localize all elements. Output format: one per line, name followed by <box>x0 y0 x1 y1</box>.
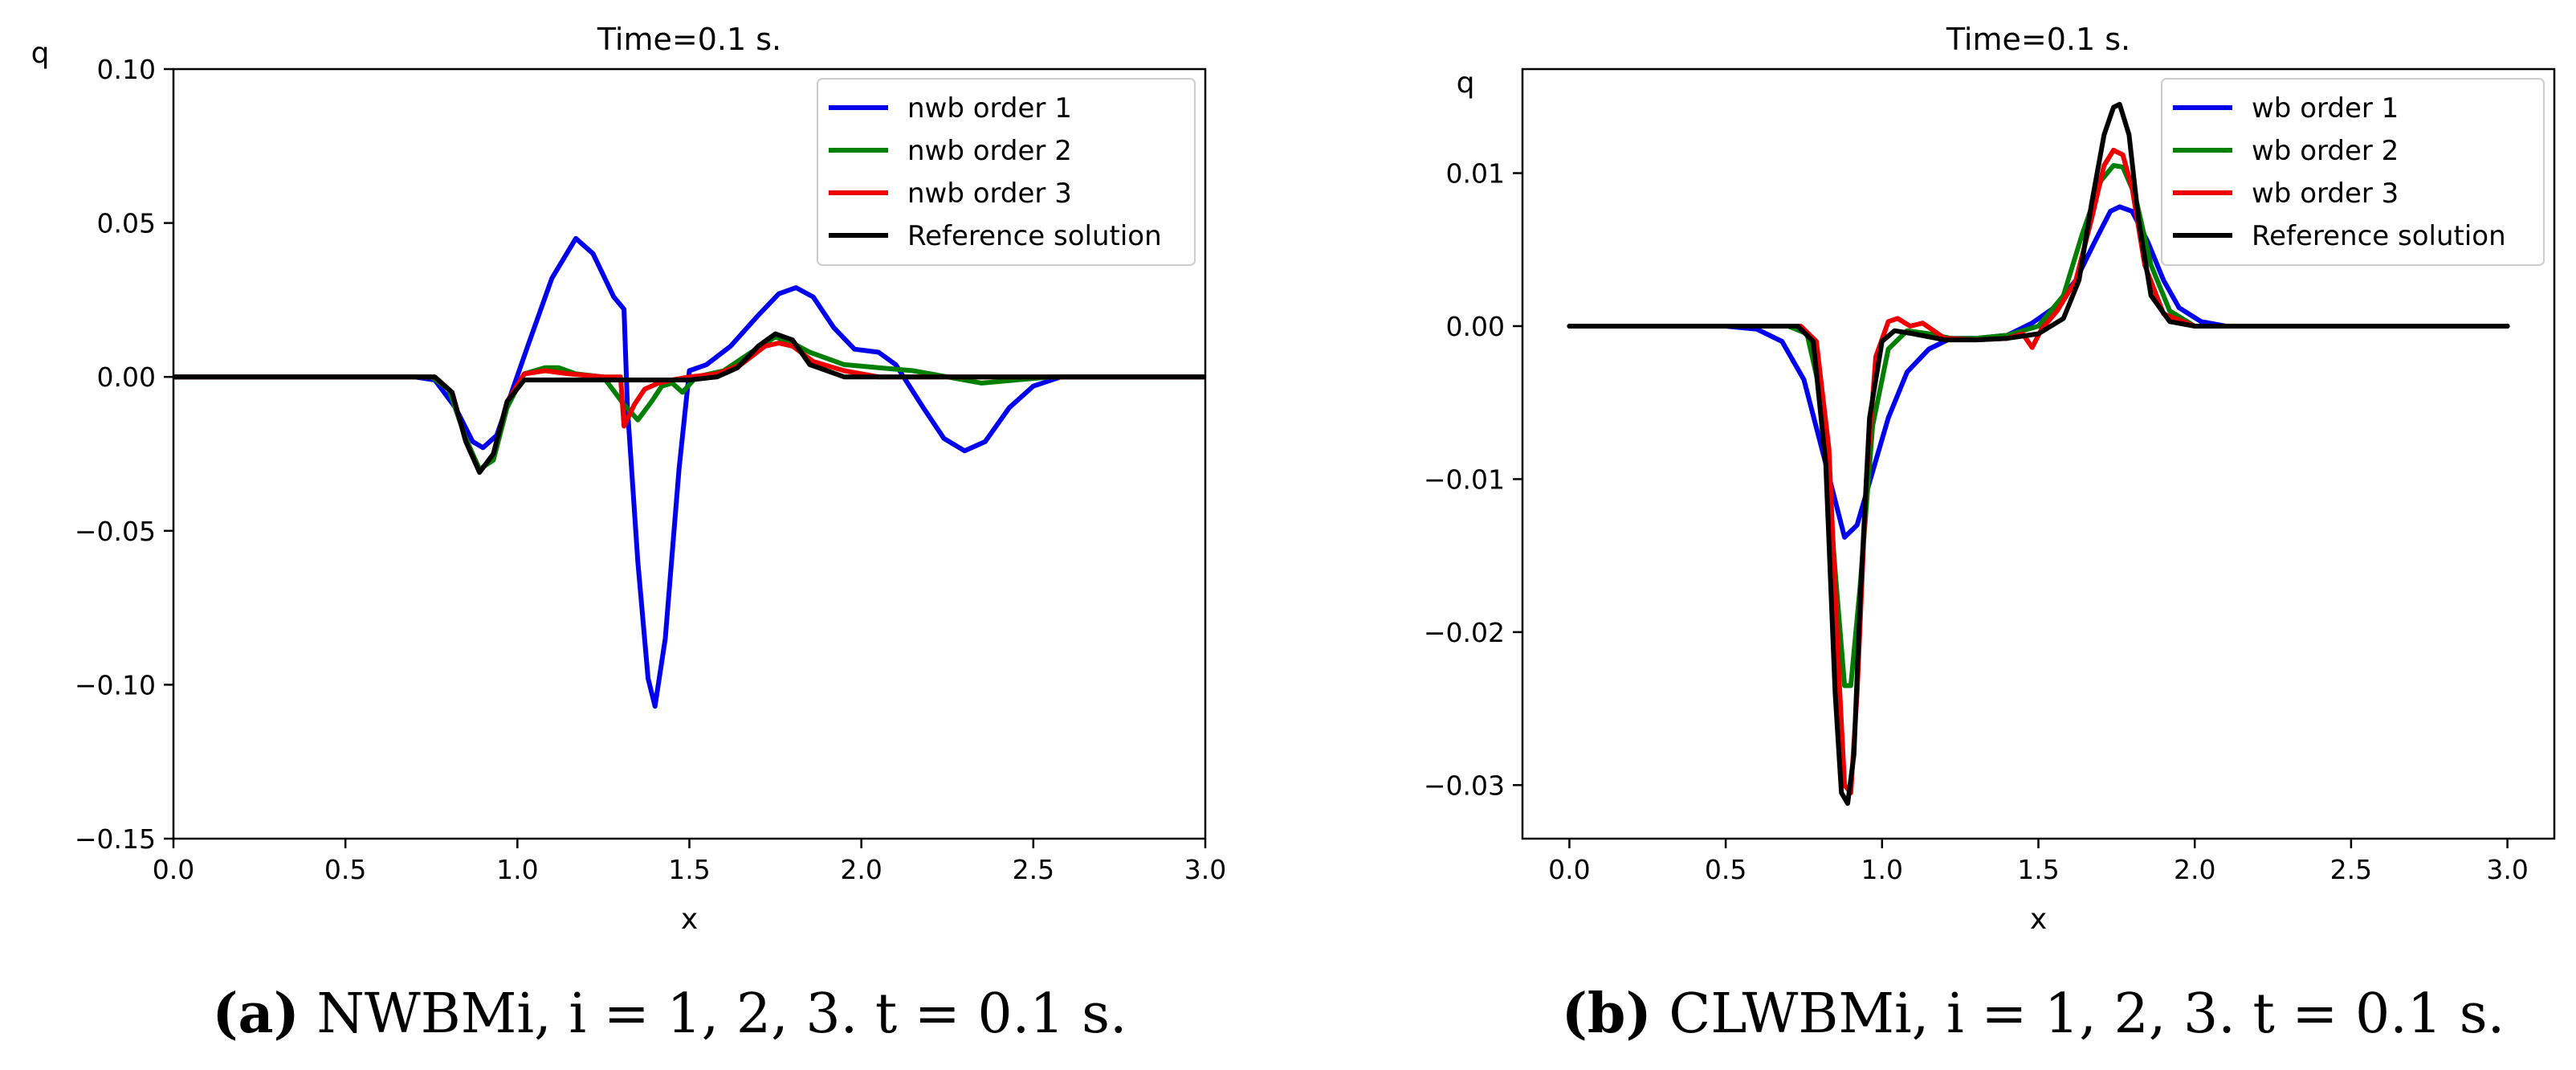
legend-a: nwb order 1 nwb order 2 nwb order 3 Referen… <box>817 78 1196 266</box>
panel-a: 0.0 0.5 1.0 1.5 2.0 2.5 3.0 −0.15 −0.10 −0.05 0.00… <box>31 22 1227 936</box>
chart-title-b: Time=0.1 s. <box>1946 22 2130 57</box>
panel-b: 0.0 0.5 1.0 1.5 2.0 2.5 3.0 −0.03 −0.02 −0.01 0.00… <box>1424 22 2556 936</box>
series-line-a-4 <box>173 331 1205 475</box>
y-tick-label-a-5: 0.10 <box>97 54 156 85</box>
x-tick-label-b-1: 0.5 <box>1705 854 1747 885</box>
caption-a-text: NWBMi, i = 1, 2, 3. t = 0.1 s. <box>300 982 1127 1046</box>
x-tick-label-b-5: 2.5 <box>2330 854 2372 885</box>
x-tick-label-a-4: 2.0 <box>840 854 882 885</box>
legend-b: wb order 1 wb order 2 wb order 3 Reference … <box>2161 78 2545 266</box>
y-tick-label-a-3: 0.00 <box>97 361 156 393</box>
x-tick-label-a-1: 0.5 <box>324 854 366 885</box>
legend-label-a-3: nwb order 3 <box>907 178 1072 210</box>
x-tick-label-b-2: 1.0 <box>1861 854 1903 885</box>
y-tick-label-b-3: 0.00 <box>1446 311 1505 342</box>
series-lines-a <box>173 235 1205 709</box>
legend-box-b <box>2161 78 2545 266</box>
x-axis-label-a: x <box>681 903 698 936</box>
chart-title-a: Time=0.1 s. <box>597 22 781 57</box>
legend-label-b-1: wb order 1 <box>2252 92 2399 125</box>
legend-label-a-1: nwb order 1 <box>907 92 1072 125</box>
y-tick-label-a-2: −0.05 <box>75 516 156 547</box>
y-tick-label-a-0: −0.15 <box>75 823 156 855</box>
legend-label-b-2: wb order 2 <box>2252 135 2399 167</box>
caption-a: (a) NWBMi, i = 1, 2, 3. t = 0.1 s. <box>212 982 1127 1046</box>
y-tick-label-b-0: −0.03 <box>1424 770 1505 801</box>
x-tick-label-b-3: 1.5 <box>2017 854 2059 885</box>
x-tick-label-a-0: 0.0 <box>153 854 194 885</box>
series-line-a-1 <box>173 235 1205 709</box>
x-tick-label-a-5: 2.5 <box>1013 854 1054 885</box>
legend-label-b-3: wb order 3 <box>2252 178 2399 210</box>
x-axis-label-b: x <box>2030 903 2047 936</box>
caption-b-text: CLWBMi, i = 1, 2, 3. t = 0.1 s. <box>1652 982 2505 1046</box>
y-tick-label-b-1: −0.02 <box>1424 617 1505 648</box>
series-line-b-4 <box>1567 101 2510 807</box>
x-tick-label-b-0: 0.0 <box>1548 854 1590 885</box>
x-tick-label-b-4: 2.0 <box>2174 854 2215 885</box>
y-tick-label-b-4: 0.01 <box>1446 158 1505 190</box>
x-tick-label-a-2: 1.0 <box>496 854 538 885</box>
series-lines-b <box>1567 101 2510 807</box>
x-tick-label-a-3: 1.5 <box>668 854 710 885</box>
series-line-a-2 <box>173 334 1205 472</box>
series-line-a-3 <box>173 341 1205 475</box>
x-tick-label-b-6: 3.0 <box>2486 854 2528 885</box>
y-axis-label-b: q <box>1457 67 1475 100</box>
caption-a-label: (a) <box>212 982 299 1046</box>
x-tick-label-a-6: 3.0 <box>1184 854 1226 885</box>
y-tick-label-a-1: −0.10 <box>75 669 156 700</box>
legend-box-a <box>817 78 1196 266</box>
legend-label-a-2: nwb order 2 <box>907 135 1072 167</box>
caption-b-label: (b) <box>1562 982 1652 1046</box>
legend-label-b-4: Reference solution <box>2252 220 2506 252</box>
legend-label-a-4: Reference solution <box>907 220 1162 252</box>
caption-b: (b) CLWBMi, i = 1, 2, 3. t = 0.1 s. <box>1562 982 2505 1046</box>
y-axis-label-a: q <box>31 37 50 70</box>
y-tick-label-a-4: 0.05 <box>97 208 156 239</box>
y-tick-label-b-2: −0.01 <box>1424 464 1505 495</box>
